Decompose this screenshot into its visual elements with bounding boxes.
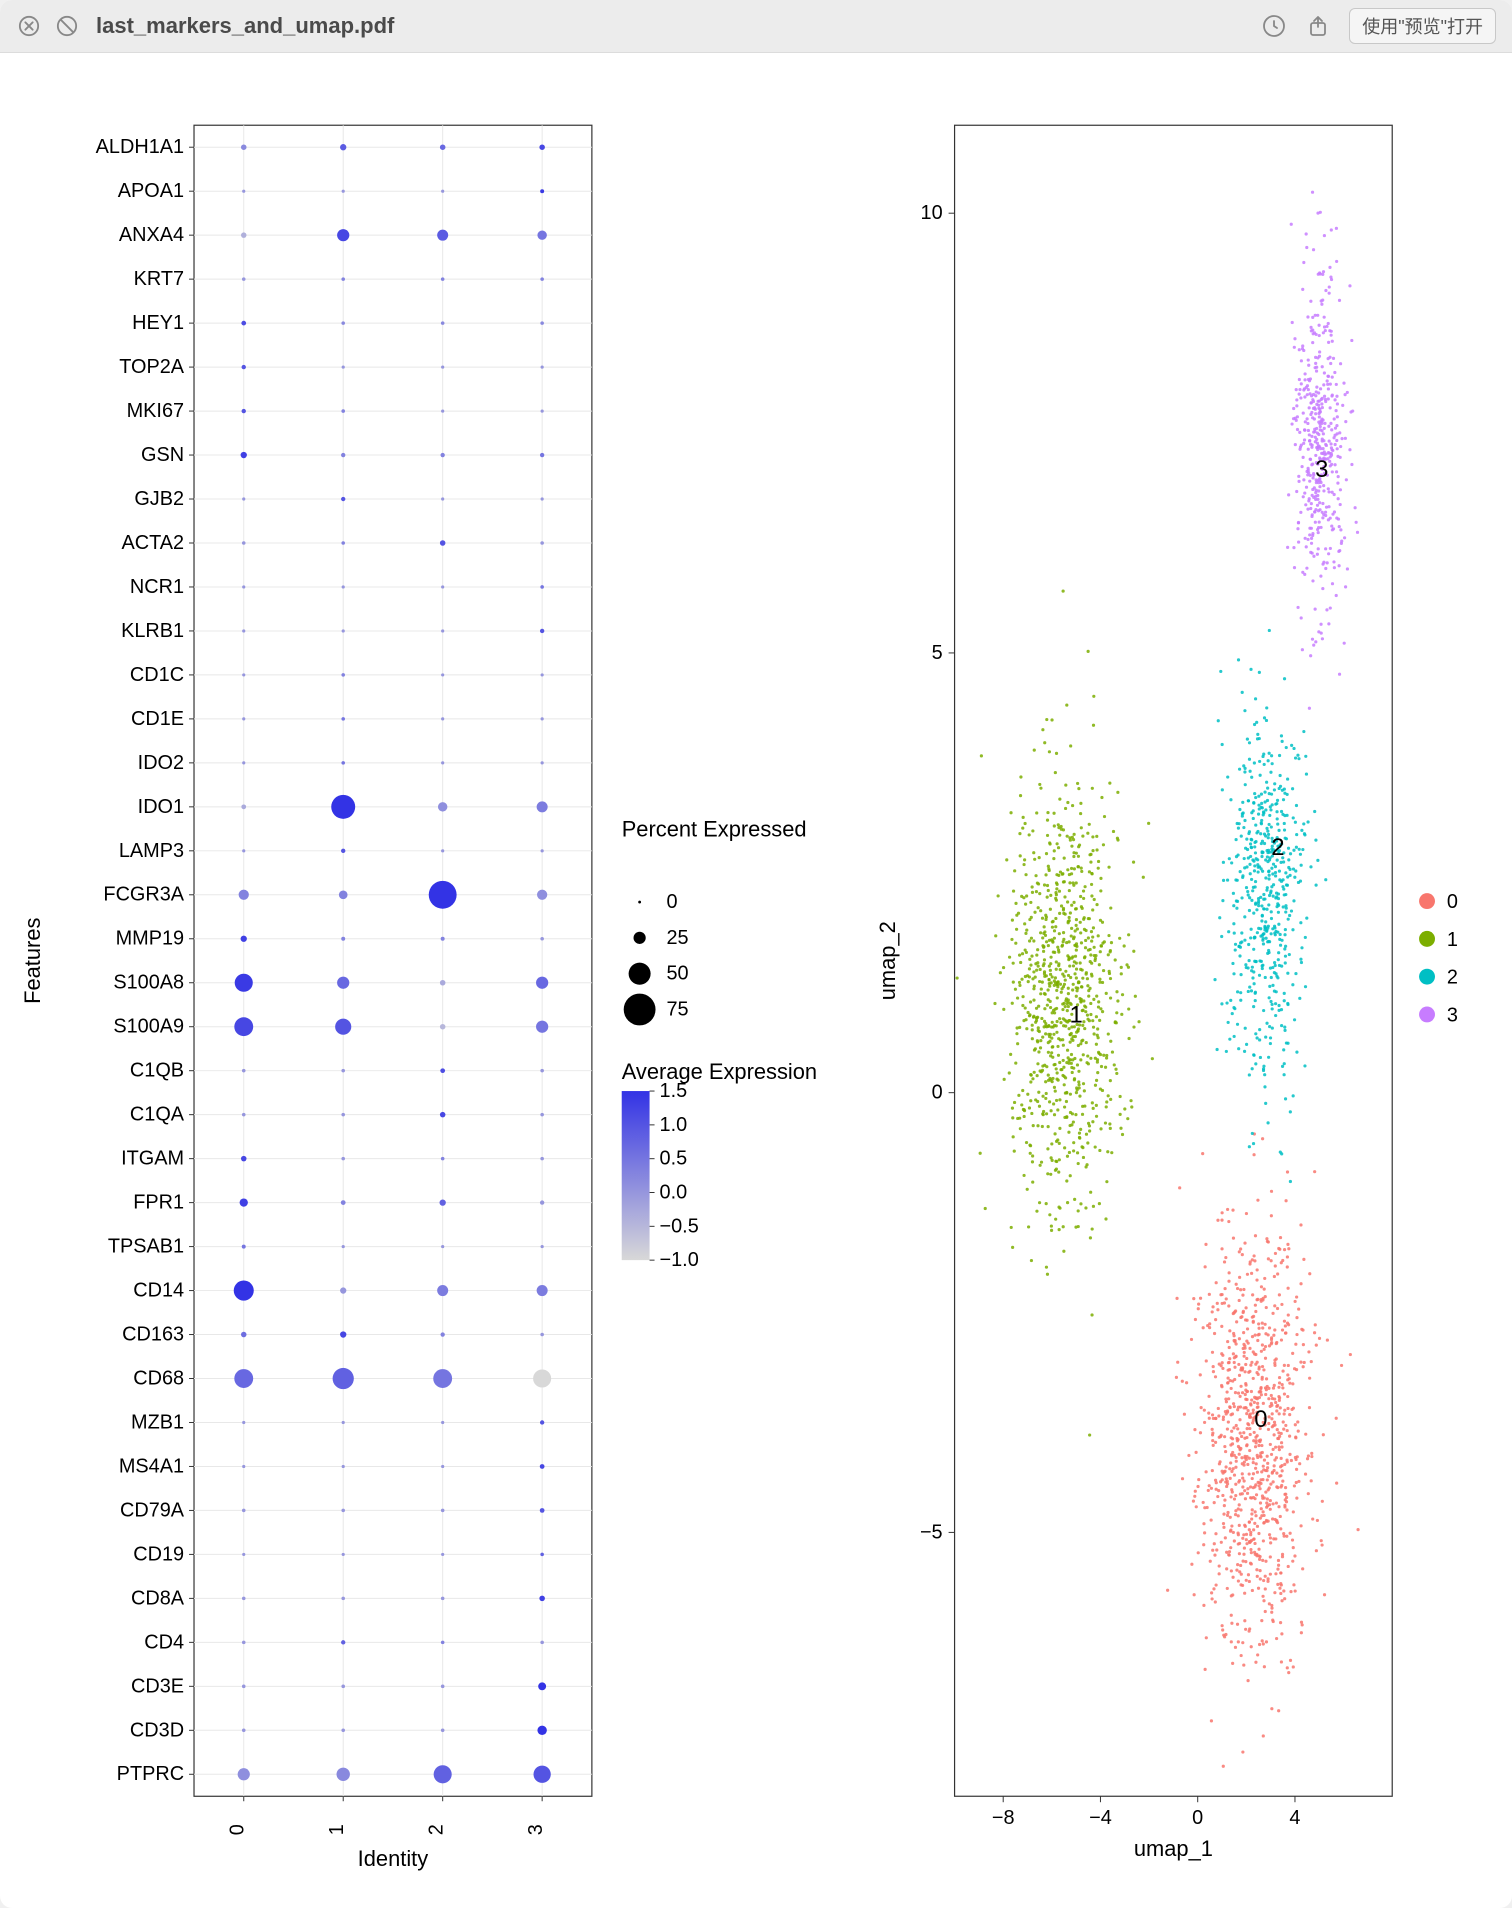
svg-text:PTPRC: PTPRC bbox=[117, 1763, 184, 1785]
plot-content: ALDH1A1 APOA1 ANXA4 KRT7 HEY1 TOP2A MKI67 GSN GJ… bbox=[0, 53, 1512, 1908]
svg-text:S100A9: S100A9 bbox=[113, 1015, 184, 1037]
svg-text:CD4: CD4 bbox=[144, 1631, 184, 1653]
svg-text:0: 0 bbox=[1255, 1406, 1268, 1433]
svg-text:−8: −8 bbox=[992, 1807, 1015, 1829]
svg-text:0.0: 0.0 bbox=[660, 1181, 688, 1203]
svg-text:−5: −5 bbox=[920, 1521, 943, 1543]
svg-text:ACTA2: ACTA2 bbox=[121, 532, 184, 554]
svg-text:NCR1: NCR1 bbox=[130, 576, 184, 598]
svg-text:Identity: Identity bbox=[358, 1846, 429, 1871]
block-icon[interactable] bbox=[54, 13, 80, 39]
svg-text:MS4A1: MS4A1 bbox=[119, 1455, 184, 1477]
svg-text:MZB1: MZB1 bbox=[131, 1411, 184, 1433]
svg-text:−1.0: −1.0 bbox=[660, 1249, 699, 1271]
svg-text:umap_1: umap_1 bbox=[1134, 1836, 1213, 1861]
dotplot-chart: ALDH1A1 APOA1 ANXA4 KRT7 HEY1 TOP2A MKI67 GSN GJ… bbox=[10, 73, 875, 1898]
pdf-preview-window: last_markers_and_umap.pdf 使用"预览"打开 ALDH1… bbox=[0, 0, 1512, 1908]
svg-text:25: 25 bbox=[666, 927, 688, 949]
svg-text:1.0: 1.0 bbox=[660, 1114, 688, 1136]
svg-text:TPSAB1: TPSAB1 bbox=[108, 1235, 184, 1257]
svg-text:CD3E: CD3E bbox=[131, 1675, 184, 1697]
svg-text:0: 0 bbox=[1447, 891, 1458, 913]
svg-text:CD8A: CD8A bbox=[131, 1587, 185, 1609]
svg-text:3: 3 bbox=[1447, 1004, 1458, 1026]
svg-text:C1QA: C1QA bbox=[130, 1103, 185, 1125]
svg-text:MMP19: MMP19 bbox=[116, 927, 184, 949]
window-title: last_markers_and_umap.pdf bbox=[96, 13, 1249, 39]
svg-text:FCGR3A: FCGR3A bbox=[103, 884, 184, 906]
svg-text:2: 2 bbox=[426, 1824, 448, 1835]
svg-text:APOA1: APOA1 bbox=[118, 180, 184, 202]
svg-text:Features: Features bbox=[20, 917, 45, 1003]
svg-text:HEY1: HEY1 bbox=[132, 312, 184, 334]
svg-text:1: 1 bbox=[1447, 929, 1458, 951]
svg-text:2: 2 bbox=[1447, 966, 1458, 988]
svg-text:5: 5 bbox=[932, 642, 943, 664]
svg-text:CD14: CD14 bbox=[133, 1279, 184, 1301]
umap-chart: −8 −4 0 4 −5 0 5 10 umap_1 umap_2 0 1 2 3 0 1 2 3 bbox=[875, 73, 1502, 1898]
svg-text:KRT7: KRT7 bbox=[134, 268, 184, 290]
svg-text:CD163: CD163 bbox=[122, 1323, 184, 1345]
svg-text:KLRB1: KLRB1 bbox=[121, 620, 184, 642]
svg-text:umap_2: umap_2 bbox=[875, 921, 900, 1000]
svg-text:CD3D: CD3D bbox=[130, 1719, 184, 1741]
svg-text:−0.5: −0.5 bbox=[660, 1215, 699, 1237]
svg-text:0: 0 bbox=[227, 1824, 249, 1835]
svg-text:CD19: CD19 bbox=[133, 1543, 184, 1565]
svg-text:1.5: 1.5 bbox=[660, 1080, 688, 1102]
search-icon[interactable] bbox=[1261, 13, 1287, 39]
svg-text:1: 1 bbox=[1070, 1001, 1083, 1028]
svg-text:IDO1: IDO1 bbox=[138, 796, 184, 818]
svg-text:10: 10 bbox=[921, 202, 943, 224]
svg-text:S100A8: S100A8 bbox=[113, 971, 184, 993]
svg-text:CD79A: CD79A bbox=[120, 1499, 185, 1521]
svg-text:75: 75 bbox=[666, 998, 688, 1020]
svg-text:−4: −4 bbox=[1089, 1807, 1112, 1829]
svg-text:LAMP3: LAMP3 bbox=[119, 840, 184, 862]
svg-text:GSN: GSN bbox=[141, 444, 184, 466]
svg-text:CD1C: CD1C bbox=[130, 664, 184, 686]
svg-text:2: 2 bbox=[1272, 834, 1285, 861]
svg-text:CD68: CD68 bbox=[133, 1367, 184, 1389]
svg-text:0: 0 bbox=[932, 1081, 943, 1103]
share-icon[interactable] bbox=[1305, 13, 1331, 39]
svg-text:MKI67: MKI67 bbox=[127, 400, 184, 422]
svg-text:FPR1: FPR1 bbox=[133, 1191, 184, 1213]
svg-text:50: 50 bbox=[666, 962, 688, 984]
svg-text:ANXA4: ANXA4 bbox=[119, 224, 184, 246]
svg-text:ALDH1A1: ALDH1A1 bbox=[96, 136, 184, 158]
svg-text:1: 1 bbox=[326, 1824, 348, 1835]
svg-text:Percent Expressed: Percent Expressed bbox=[622, 816, 807, 841]
svg-text:C1QB: C1QB bbox=[130, 1059, 184, 1081]
window-titlebar: last_markers_and_umap.pdf 使用"预览"打开 bbox=[0, 0, 1512, 53]
svg-text:4: 4 bbox=[1290, 1807, 1301, 1829]
svg-text:TOP2A: TOP2A bbox=[119, 356, 185, 378]
svg-text:CD1E: CD1E bbox=[131, 708, 184, 730]
svg-text:GJB2: GJB2 bbox=[134, 488, 184, 510]
svg-text:0.5: 0.5 bbox=[660, 1147, 688, 1169]
svg-text:Average Expression: Average Expression bbox=[622, 1059, 817, 1084]
svg-text:0: 0 bbox=[1193, 1807, 1204, 1829]
svg-text:3: 3 bbox=[525, 1824, 547, 1835]
close-icon[interactable] bbox=[16, 13, 42, 39]
open-with-preview-button[interactable]: 使用"预览"打开 bbox=[1349, 8, 1496, 44]
svg-text:ITGAM: ITGAM bbox=[121, 1147, 184, 1169]
svg-text:IDO2: IDO2 bbox=[138, 752, 184, 774]
svg-text:3: 3 bbox=[1315, 456, 1328, 483]
svg-text:0: 0 bbox=[666, 891, 677, 913]
